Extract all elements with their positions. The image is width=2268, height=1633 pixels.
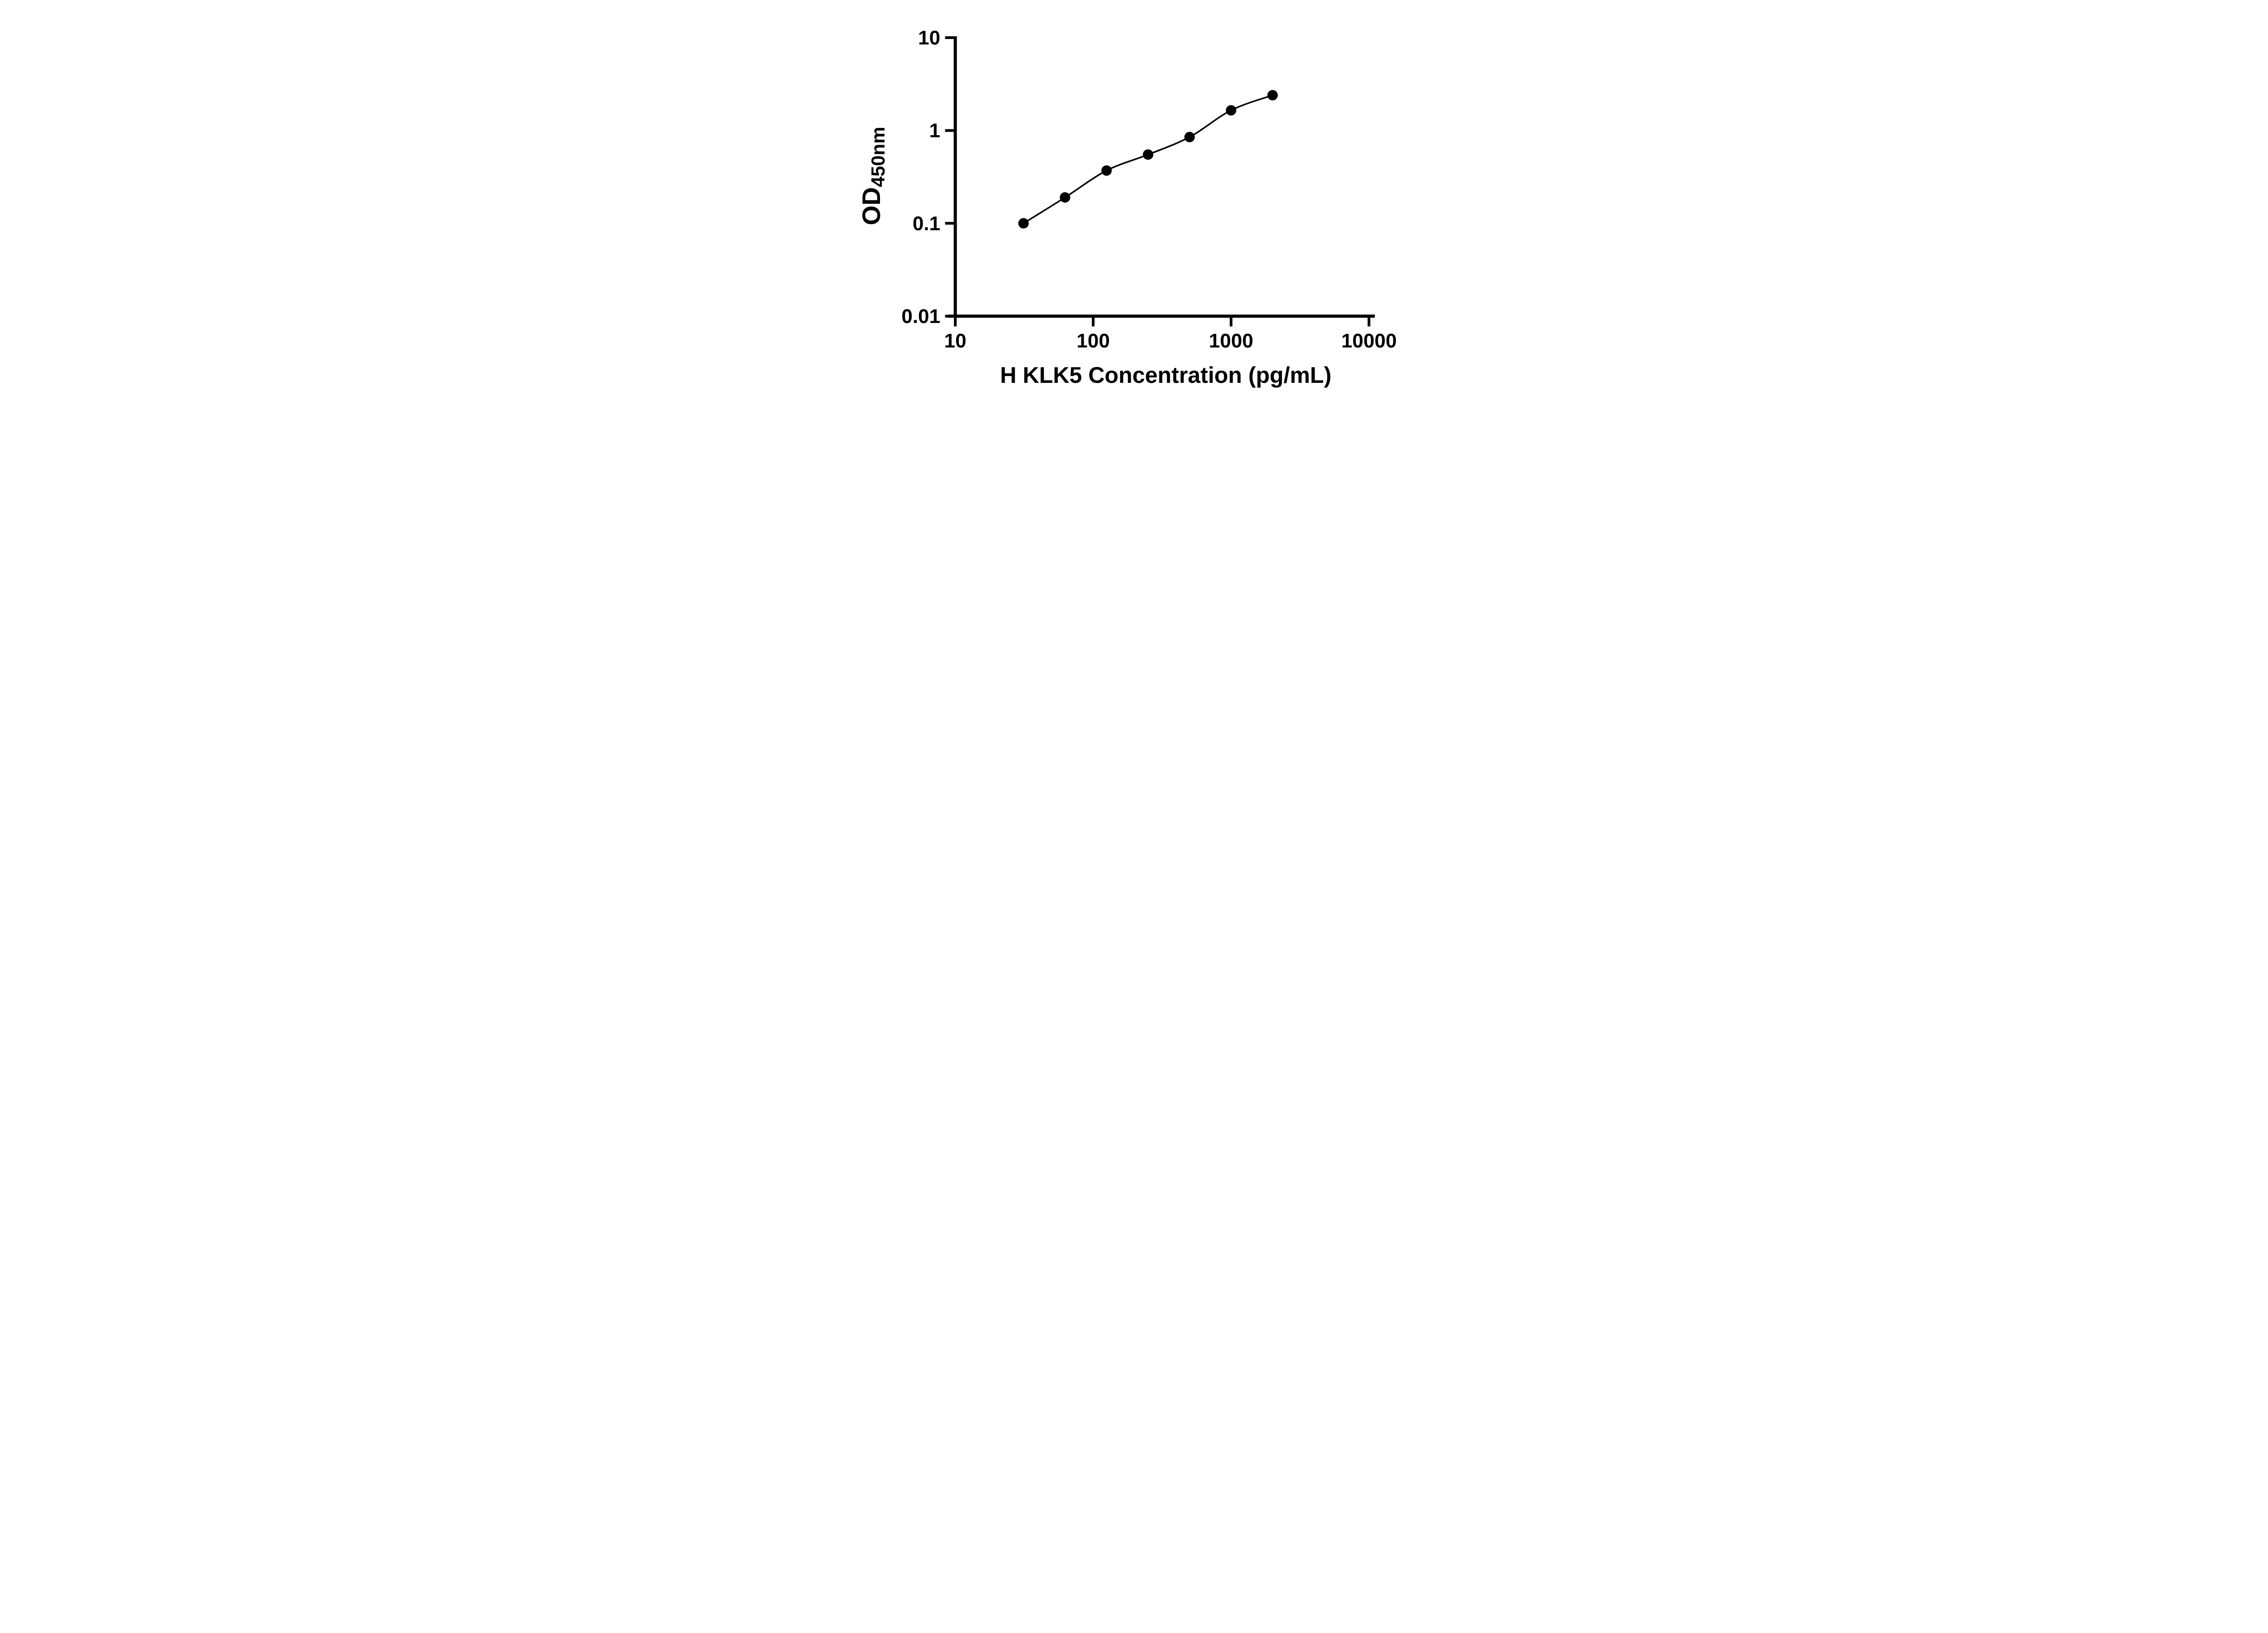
x-tick-label: 10000 xyxy=(1341,330,1396,352)
data-series xyxy=(1018,90,1278,229)
y-tick-label: 0.01 xyxy=(901,305,940,328)
y-axis-title-group: OD450nm xyxy=(857,127,889,225)
elisa-standard-curve-figure: 10 100 1000 10000 0.01 0.1 1 10 H KLK5 Concentr… xyxy=(842,0,1426,408)
tick-marks xyxy=(945,36,1370,327)
data-point xyxy=(1101,165,1112,176)
tick-labels: 10 100 1000 10000 0.01 0.1 1 10 xyxy=(901,27,1397,352)
y-axis-title-subscript: 450nm xyxy=(867,127,889,187)
x-tick-label: 100 xyxy=(1076,330,1110,352)
y-tick-label: 1 xyxy=(929,120,940,142)
data-point xyxy=(1143,149,1153,160)
y-tick-label: 10 xyxy=(918,27,940,49)
data-point xyxy=(1184,132,1195,142)
data-point xyxy=(1018,218,1029,229)
axes xyxy=(948,36,1375,318)
x-axis-title: H KLK5 Concentration (pg/mL) xyxy=(1000,362,1331,388)
x-tick-label: 10 xyxy=(944,330,966,352)
x-tick-label: 1000 xyxy=(1209,330,1253,352)
chart-canvas: 10 100 1000 10000 0.01 0.1 1 10 H KLK5 Concentr… xyxy=(857,27,1397,388)
y-axis-title: OD450nm xyxy=(857,127,889,225)
y-tick-label: 0.1 xyxy=(912,212,940,235)
y-axis-title-main: OD xyxy=(857,187,885,225)
data-point xyxy=(1226,105,1236,116)
data-point xyxy=(1267,90,1278,101)
data-point xyxy=(1059,192,1070,203)
